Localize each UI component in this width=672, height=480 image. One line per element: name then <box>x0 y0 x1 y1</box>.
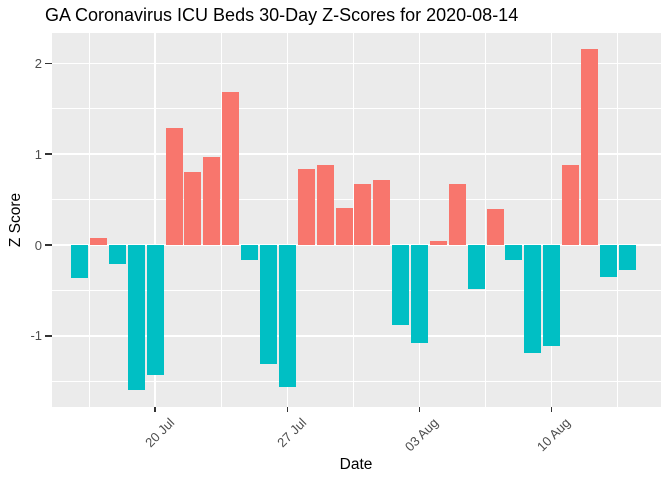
bar-2020-07-19 <box>127 245 145 391</box>
bar-2020-07-23 <box>203 156 221 245</box>
plot-panel <box>52 33 661 407</box>
gridline-major-h <box>52 335 661 337</box>
bar-2020-07-29 <box>316 165 334 245</box>
bar-2020-08-02 <box>392 245 410 325</box>
gridline-minor-v <box>88 33 90 407</box>
bar-2020-07-18 <box>108 245 126 265</box>
bar-2020-08-13 <box>599 245 617 277</box>
bar-2020-08-04 <box>429 241 447 245</box>
bar-2020-07-21 <box>165 127 183 245</box>
bar-2020-08-01 <box>373 179 391 245</box>
bar-2020-07-28 <box>297 168 315 245</box>
bar-2020-08-08 <box>505 245 523 260</box>
gridline-major-h <box>52 62 661 65</box>
bar-2020-08-06 <box>467 245 485 289</box>
gridline-major-v <box>286 33 289 407</box>
gridline-minor-v <box>617 33 619 407</box>
bar-2020-08-11 <box>562 165 580 245</box>
x-tick-mark <box>286 407 289 412</box>
y-tick-label: 2 <box>34 55 42 71</box>
gridline-major-v <box>154 33 156 407</box>
bar-2020-07-27 <box>278 245 296 387</box>
x-axis-title: Date <box>339 456 373 473</box>
gridline-major-h <box>52 244 661 246</box>
bar-2020-08-14 <box>618 245 636 270</box>
bar-2020-07-22 <box>184 172 202 245</box>
bar-2020-08-12 <box>580 48 598 245</box>
x-tick-mark <box>154 407 156 412</box>
bar-2020-07-31 <box>354 184 372 245</box>
x-tick-label: 03 Aug <box>401 415 442 455</box>
bar-2020-08-10 <box>543 245 561 346</box>
bar-2020-07-17 <box>90 237 108 245</box>
x-tick-label: 20 Jul <box>141 415 177 451</box>
x-tick-mark <box>418 407 421 412</box>
y-tick-mark <box>45 244 52 246</box>
gridline-minor-h <box>52 290 661 291</box>
y-tick-label: -1 <box>30 328 42 344</box>
bar-2020-08-09 <box>524 245 542 354</box>
gridline-minor-h <box>52 380 661 382</box>
bar-2020-07-24 <box>222 92 240 245</box>
x-tick-label: 27 Jul <box>273 415 309 451</box>
gridline-minor-v <box>353 33 354 407</box>
y-tick-mark <box>45 62 52 65</box>
y-tick-mark <box>45 153 52 155</box>
x-tick-mark <box>550 407 553 412</box>
bar-2020-07-20 <box>146 245 164 375</box>
y-tick-label: 0 <box>34 237 42 253</box>
x-tick-label: 10 Aug <box>534 415 574 455</box>
bar-2020-08-05 <box>448 184 466 245</box>
bar-2020-07-26 <box>260 245 277 364</box>
y-tick-mark <box>45 335 52 337</box>
chart-title: GA Coronavirus ICU Beds 30-Day Z-Scores … <box>45 5 519 25</box>
gridline-major-v <box>550 33 553 407</box>
bar-2020-08-07 <box>486 208 504 245</box>
gridline-major-h <box>52 153 661 155</box>
gridline-major-v <box>418 33 421 407</box>
gridline-minor-h <box>52 108 661 110</box>
bar-2020-07-16 <box>71 245 89 278</box>
bar-2020-08-03 <box>411 245 429 344</box>
bar-2020-07-25 <box>241 245 259 260</box>
gridline-minor-v <box>220 33 222 407</box>
y-tick-label: 1 <box>34 146 42 162</box>
gridline-minor-v <box>485 33 487 407</box>
bar-2020-07-30 <box>335 207 353 245</box>
